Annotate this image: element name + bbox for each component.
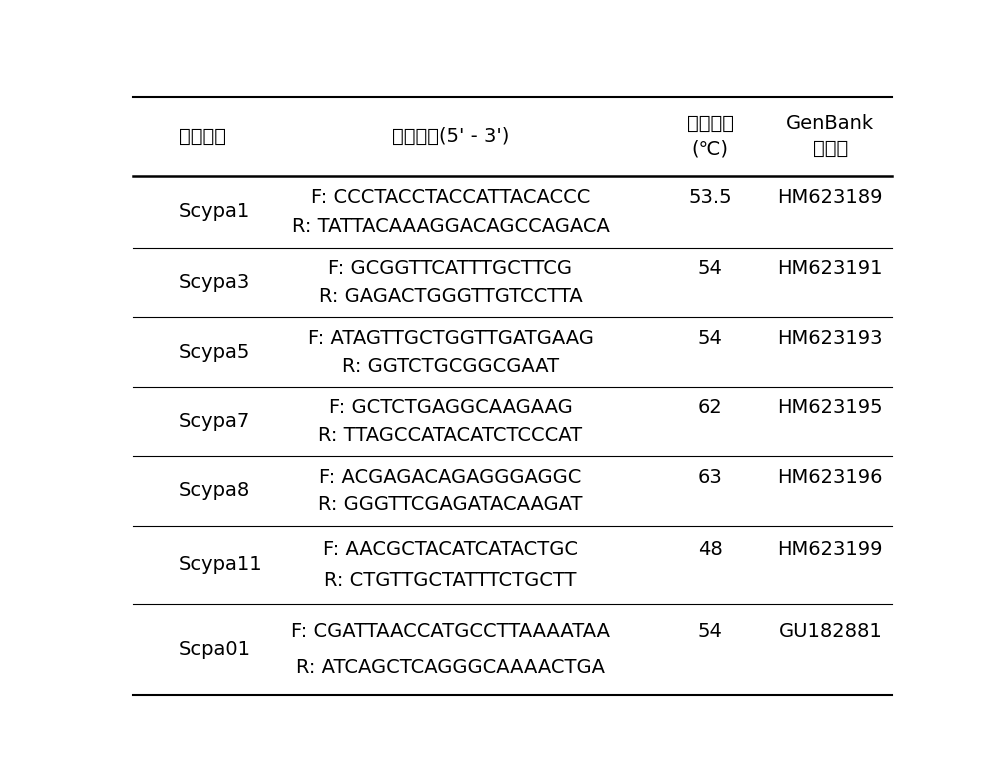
Text: Scpa01: Scpa01 [179, 640, 251, 659]
Text: Scypa3: Scypa3 [179, 274, 250, 292]
Text: Scypa1: Scypa1 [179, 202, 250, 221]
Text: F: AACGCTACATCATACTGC: F: AACGCTACATCATACTGC [323, 539, 578, 559]
Text: HM623193: HM623193 [778, 328, 883, 348]
Text: 62: 62 [698, 398, 722, 417]
Text: Scypa11: Scypa11 [179, 555, 263, 575]
Text: R: TTAGCCATACATCTCCCAT: R: TTAGCCATACATCTCCCAT [318, 426, 583, 445]
Text: HM623199: HM623199 [778, 539, 883, 559]
Text: 引物名称: 引物名称 [179, 127, 226, 146]
Text: 48: 48 [698, 539, 722, 559]
Text: Scypa5: Scypa5 [179, 343, 251, 361]
Text: F: CCCTACCTACCATTACACCC: F: CCCTACCTACCATTACACCC [311, 188, 590, 207]
Text: F: GCGGTTCATTTGCTTCG: F: GCGGTTCATTTGCTTCG [328, 260, 572, 278]
Text: 退火温度
(℃): 退火温度 (℃) [687, 114, 734, 158]
Text: R: GGGTTCGAGATACAAGAT: R: GGGTTCGAGATACAAGAT [318, 495, 583, 514]
Text: GenBank
登录号: GenBank 登录号 [786, 114, 874, 158]
Text: Scypa7: Scypa7 [179, 412, 250, 431]
Text: 54: 54 [698, 260, 723, 278]
Text: 54: 54 [698, 328, 723, 348]
Text: HM623195: HM623195 [777, 398, 883, 417]
Text: GU182881: GU182881 [778, 622, 882, 641]
Text: R: CTGTTGCTATTTCTGCTT: R: CTGTTGCTATTTCTGCTT [324, 572, 577, 590]
Text: F: GCTCTGAGGCAAGAAG: F: GCTCTGAGGCAAGAAG [329, 398, 572, 417]
Text: R: GAGACTGGGTTGTCCTTA: R: GAGACTGGGTTGTCCTTA [319, 287, 582, 306]
Text: HM623191: HM623191 [778, 260, 883, 278]
Text: F: ATAGTTGCTGGTTGATGAAG: F: ATAGTTGCTGGTTGATGAAG [308, 328, 593, 348]
Text: R: TATTACAAAGGACAGCCAGACA: R: TATTACAAAGGACAGCCAGACA [292, 217, 609, 236]
Text: 54: 54 [698, 622, 723, 641]
Text: 63: 63 [698, 467, 722, 487]
Text: Scypa8: Scypa8 [179, 481, 250, 500]
Text: F: CGATTAACCATGCCTTAAAATAA: F: CGATTAACCATGCCTTAAAATAA [291, 622, 610, 641]
Text: R: ATCAGCTCAGGGCAAAACTGA: R: ATCAGCTCAGGGCAAAACTGA [296, 658, 605, 677]
Text: R: GGTCTGCGGCGAAT: R: GGTCTGCGGCGAAT [342, 357, 559, 376]
Text: 53.5: 53.5 [688, 188, 732, 207]
Text: 引物序列(5' - 3'): 引物序列(5' - 3') [392, 127, 509, 146]
Text: HM623196: HM623196 [778, 467, 883, 487]
Text: HM623189: HM623189 [778, 188, 883, 207]
Text: F: ACGAGACAGAGGGAGGC: F: ACGAGACAGAGGGAGGC [319, 467, 582, 487]
